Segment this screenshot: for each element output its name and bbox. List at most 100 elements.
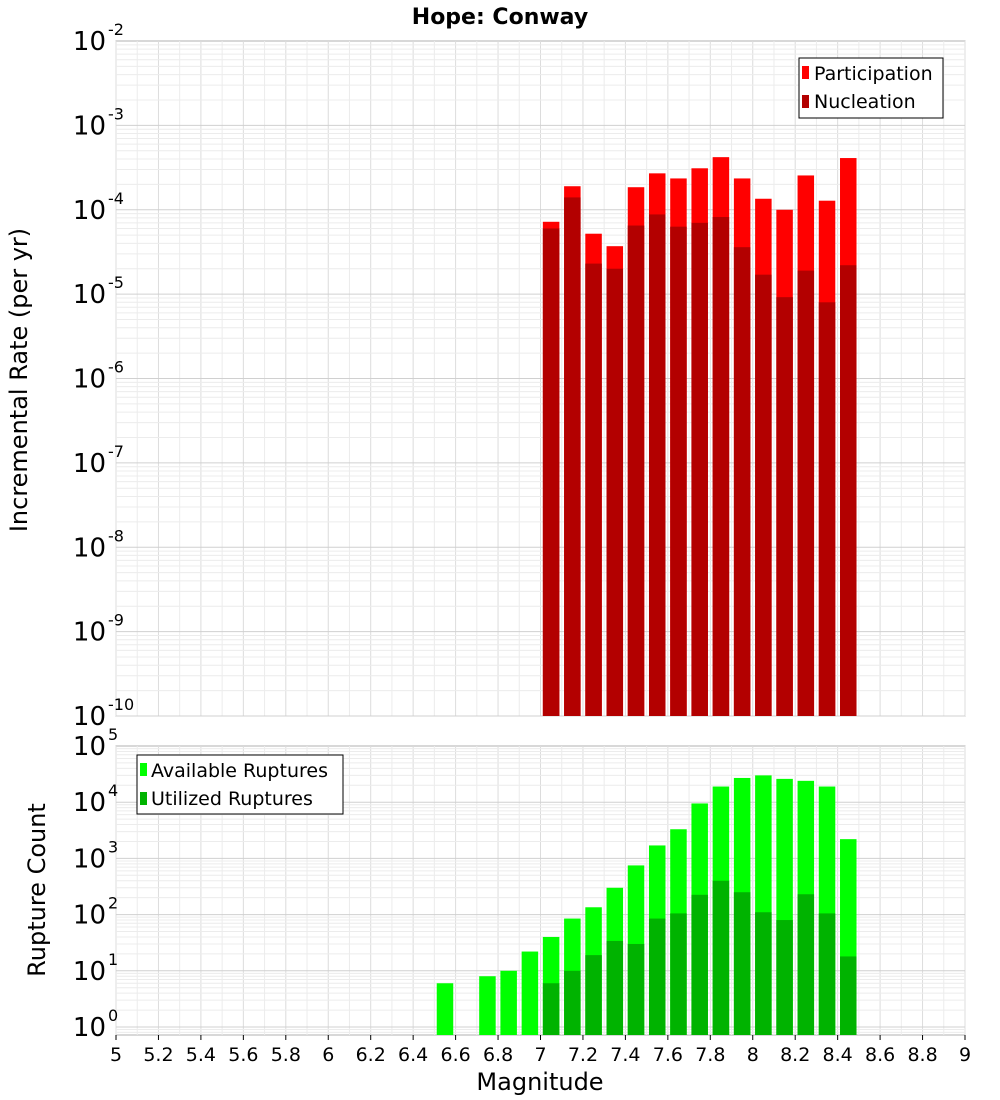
legend-label-nucleation: Nucleation — [814, 91, 916, 113]
x-tick-label: 8.8 — [907, 1044, 937, 1066]
x-tick-label: 5.8 — [271, 1044, 301, 1066]
x-tick-label: 5.4 — [186, 1044, 216, 1066]
top-plot-bars — [542, 157, 857, 717]
y-tick-exponent: -3 — [108, 104, 124, 123]
legend-swatch-utilized — [140, 792, 147, 805]
x-tick-label: 6.2 — [356, 1044, 386, 1066]
y-tick-exponent: -7 — [108, 442, 124, 461]
y-tick-label: 10 — [73, 365, 106, 395]
bar-nucleation — [733, 247, 751, 716]
bar-utilized-ruptures — [670, 913, 687, 1035]
legend-swatch-nucleation — [802, 95, 809, 108]
y-tick-exponent: 0 — [108, 1006, 118, 1025]
y-tick-exponent: -6 — [108, 358, 124, 377]
bar-nucleation — [776, 297, 793, 716]
bar-available-ruptures — [436, 983, 454, 1035]
y-tick-exponent: 3 — [108, 837, 118, 856]
bar-utilized-ruptures — [776, 920, 793, 1035]
bar-nucleation — [755, 274, 772, 716]
bar-utilized-ruptures — [755, 912, 772, 1035]
legend-box — [136, 754, 344, 815]
bar-nucleation — [691, 222, 708, 716]
x-tick-label: 7.4 — [610, 1044, 640, 1066]
x-tick-label: 7.8 — [695, 1044, 725, 1066]
x-tick-label: 6.8 — [483, 1044, 513, 1066]
y-tick-exponent: -9 — [108, 611, 124, 630]
x-tick-label: 8.2 — [780, 1044, 810, 1066]
x-tick-label: 6.6 — [440, 1044, 470, 1066]
y-tick-exponent: 2 — [108, 894, 118, 913]
bar-available-ruptures — [521, 951, 539, 1035]
bar-nucleation — [797, 270, 815, 716]
y-tick-label: 10 — [73, 533, 106, 563]
bar-nucleation — [712, 217, 730, 716]
bar-nucleation — [542, 228, 560, 716]
y-tick-label: 10 — [73, 280, 106, 310]
bottom-plot-y-label: Rupture Count — [23, 803, 51, 977]
bar-available-ruptures — [500, 970, 517, 1035]
x-tick-label: 6.4 — [398, 1044, 428, 1066]
bar-nucleation — [840, 265, 857, 716]
legend-label-participation: Participation — [814, 63, 933, 85]
bar-nucleation — [818, 302, 836, 716]
y-tick-exponent: -8 — [108, 526, 124, 545]
y-tick-label: 10 — [73, 449, 106, 479]
bottom-plot-x-ticks: 5 5.2 5.4 5.6 5.8 6 6.2 6.4 6.6 6.8 7 7.2 7.4 7.6 7.8 8… — [110, 1035, 971, 1066]
bar-nucleation — [648, 214, 666, 716]
chart-title: Hope: Conway — [412, 5, 588, 30]
bottom-plot-bars — [436, 775, 857, 1035]
bar-nucleation — [670, 226, 687, 716]
x-tick-label: 8 — [747, 1044, 759, 1066]
y-tick-label: 10 — [73, 788, 106, 818]
x-tick-label: 8.4 — [823, 1044, 853, 1066]
bar-utilized-ruptures — [797, 894, 815, 1035]
bar-utilized-ruptures — [691, 894, 708, 1035]
bar-nucleation — [627, 225, 645, 717]
top-plot-y-label: Incremental Rate (per yr) — [5, 228, 33, 532]
legend-box — [798, 57, 944, 119]
top-plot-grid — [115, 41, 966, 717]
bar-nucleation — [606, 268, 624, 716]
bottom-plot-legend: Available Ruptures Utilized Ruptures — [136, 754, 344, 815]
y-tick-label: 10 — [73, 618, 106, 648]
bar-nucleation — [564, 197, 581, 717]
y-tick-label: 10 — [73, 702, 106, 732]
bar-nucleation — [585, 263, 602, 716]
legend-swatch-available — [140, 763, 147, 776]
legend-swatch-participation — [802, 66, 809, 79]
y-tick-label: 10 — [73, 844, 106, 874]
x-tick-label: 8.6 — [865, 1044, 895, 1066]
y-tick-label: 10 — [73, 901, 106, 931]
y-tick-exponent: 5 — [108, 725, 118, 744]
x-tick-label: 7.6 — [653, 1044, 683, 1066]
x-axis-label: Magnitude — [476, 1068, 603, 1096]
bar-utilized-ruptures — [733, 892, 751, 1035]
y-tick-label: 10 — [73, 27, 106, 57]
bar-utilized-ruptures — [627, 943, 645, 1035]
bar-utilized-ruptures — [818, 913, 836, 1035]
y-tick-label: 10 — [73, 196, 106, 226]
x-tick-label: 7 — [534, 1044, 546, 1066]
legend-label-available: Available Ruptures — [151, 760, 328, 782]
y-tick-exponent: -4 — [108, 189, 124, 208]
y-tick-exponent: -2 — [108, 20, 124, 39]
y-tick-exponent: -10 — [108, 695, 134, 714]
y-tick-label: 10 — [73, 732, 106, 762]
bar-utilized-ruptures — [840, 956, 857, 1035]
bar-utilized-ruptures — [648, 918, 666, 1035]
y-tick-exponent: 4 — [108, 781, 118, 800]
legend-label-utilized: Utilized Ruptures — [151, 788, 313, 810]
bar-utilized-ruptures — [585, 955, 602, 1035]
x-tick-label: 9 — [959, 1044, 971, 1066]
y-tick-label: 10 — [73, 957, 106, 987]
x-tick-label: 7.2 — [568, 1044, 598, 1066]
bar-utilized-ruptures — [542, 983, 560, 1035]
y-tick-label: 10 — [73, 1013, 106, 1043]
bar-available-ruptures — [479, 976, 496, 1035]
y-tick-label: 10 — [73, 111, 106, 141]
